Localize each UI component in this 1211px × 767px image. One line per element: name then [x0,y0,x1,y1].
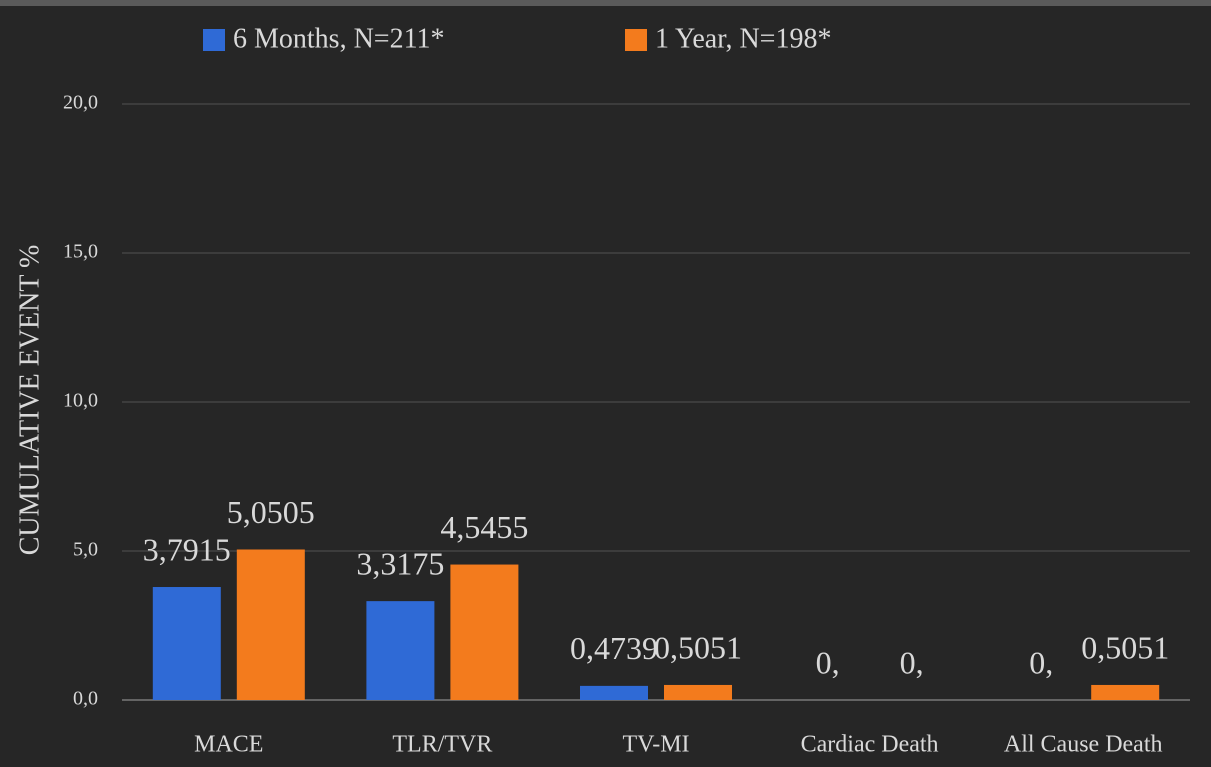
bar [664,684,732,700]
legend-label: 6 Months, N=211* [233,23,445,54]
bar [152,587,221,700]
x-tick-label: TLR/TVR [392,732,492,758]
legend-swatch [203,29,225,51]
y-tick-label: 10,0 [63,390,98,412]
x-tick-label: MACE [194,732,263,758]
y-axis-title: CUMULATIVE EVENT % [14,245,45,556]
bar [580,685,648,700]
data-label: 3,3175 [356,545,444,581]
x-tick-label: All Cause Death [1004,732,1163,758]
y-tick-label: 20,0 [63,92,98,114]
x-tick-label: Cardiac Death [801,732,939,758]
legend-swatch [625,29,647,51]
data-label: 0,5051 [1081,629,1169,665]
y-tick-label: 5,0 [73,539,98,561]
data-label: 3,7915 [143,531,231,567]
top-strip [0,0,1211,6]
data-label: 0, [816,644,840,680]
data-label: 0,5051 [654,629,742,665]
bar [366,601,435,700]
y-tick-label: 15,0 [63,241,98,263]
data-label: 4,5455 [440,509,528,545]
y-tick-label: 0,0 [73,688,98,710]
x-tick-label: TV-MI [622,732,689,758]
data-label: 0,4739 [570,630,658,666]
bar [1091,684,1160,700]
bar [450,564,519,700]
data-label: 5,0505 [227,494,315,530]
bar [236,549,305,700]
legend-label: 1 Year, N=198* [655,23,831,54]
data-label: 0, [900,644,924,680]
data-label: 0, [1029,644,1053,680]
